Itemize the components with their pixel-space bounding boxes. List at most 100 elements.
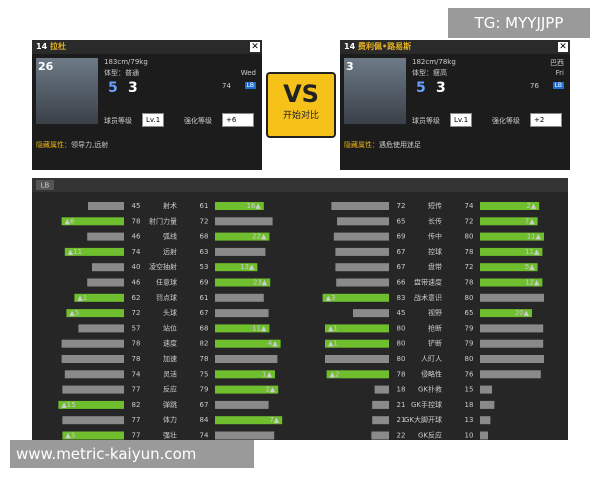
stat-name: GK扑救 xyxy=(418,385,442,394)
stat-name: 速度 xyxy=(163,339,177,348)
value-a: 66 xyxy=(397,279,406,287)
value-b: 15 xyxy=(465,386,474,394)
enhance-select[interactable]: +6 xyxy=(222,113,254,127)
skill-a: 5 xyxy=(416,80,426,96)
bar-a xyxy=(372,400,389,409)
bar-a xyxy=(87,278,124,287)
compare-button[interactable]: VS 开始对比 xyxy=(266,72,336,138)
skill-b: 3 xyxy=(436,80,446,96)
stat-name: 站位 xyxy=(163,323,177,332)
bar-a xyxy=(64,247,124,256)
lead-a: ▲11 xyxy=(68,248,82,256)
value-a: 78 xyxy=(132,217,141,225)
value-a: 78 xyxy=(132,340,141,348)
vs-label: VS xyxy=(283,80,319,108)
bar-b xyxy=(215,324,270,333)
value-b: 72 xyxy=(465,217,474,225)
stat-name: 侵略性 xyxy=(421,369,442,378)
bar-b xyxy=(480,355,544,363)
value-a: 45 xyxy=(397,309,406,317)
hidden-value: 遇危使用迷足 xyxy=(379,141,421,149)
close-button[interactable]: ✕ xyxy=(250,42,260,52)
lead-a: ▲5 xyxy=(69,309,79,317)
stat-name: 体力 xyxy=(163,415,177,424)
level-label: 球员等级 xyxy=(412,117,440,125)
bar-a xyxy=(78,324,124,333)
value-a: 80 xyxy=(397,324,406,332)
value-b: 53 xyxy=(200,263,209,271)
value-b: 82 xyxy=(200,340,209,348)
bar-a xyxy=(61,355,124,363)
skill-a: 5 xyxy=(108,80,118,96)
card-header: 14 拉杜 ✕ xyxy=(32,40,262,54)
value-b: 80 xyxy=(465,355,474,363)
tab-bar xyxy=(32,178,568,192)
bar-a xyxy=(326,370,389,379)
card-header: 14 费利佩•路易斯 ✕ xyxy=(340,40,570,54)
value-a: 83 xyxy=(397,294,406,302)
hidden-label: 隐藏属性： xyxy=(36,141,71,149)
value-a: 77 xyxy=(132,386,141,394)
stat-name: 头球 xyxy=(163,308,177,317)
close-button[interactable]: ✕ xyxy=(558,42,568,52)
bar-b xyxy=(215,247,266,256)
stat-name: 加速 xyxy=(163,354,177,363)
value-b: 61 xyxy=(200,202,209,210)
bar-a xyxy=(62,416,124,425)
player-name: 费利佩•路易斯 xyxy=(358,42,412,51)
bar-b xyxy=(215,309,269,318)
bar-b xyxy=(215,400,269,409)
stat-name: GK手控球 xyxy=(411,400,442,409)
stat-name: GK反应 xyxy=(418,431,442,440)
level-select[interactable]: Lv.1 xyxy=(142,113,165,127)
stat-name: 盘带 xyxy=(428,262,442,271)
level-select[interactable]: Lv.1 xyxy=(450,113,473,127)
enhance-select[interactable]: +2 xyxy=(530,113,562,127)
value-a: 46 xyxy=(132,233,141,241)
value-a: 72 xyxy=(132,309,141,317)
value-b: 78 xyxy=(465,248,474,256)
region: 巴西 xyxy=(550,59,564,67)
bar-a xyxy=(87,232,124,241)
value-b: 72 xyxy=(465,263,474,271)
value-b: 69 xyxy=(200,279,209,287)
bar-b xyxy=(215,263,258,272)
value-b: 84 xyxy=(200,416,209,424)
value-b: 68 xyxy=(200,233,209,241)
rating: 3 xyxy=(346,60,354,73)
value-b: 67 xyxy=(200,309,209,317)
stat-name: 灵活 xyxy=(163,369,177,378)
tab[interactable] xyxy=(36,180,54,190)
value-a: 57 xyxy=(132,324,141,332)
value-a: 67 xyxy=(397,263,406,271)
enhance-label: 强化等级 xyxy=(184,117,212,125)
bar-b xyxy=(480,339,544,348)
stat-name: 任意球 xyxy=(156,278,177,287)
watermark: TG: MYYJJPP xyxy=(448,8,590,38)
stat-name: 人盯人 xyxy=(421,355,442,363)
rating: 26 xyxy=(38,60,54,73)
overall: 74 xyxy=(222,82,231,90)
value-a: 18 xyxy=(397,386,406,394)
bar-b xyxy=(480,370,541,379)
bar-b xyxy=(215,339,281,348)
lead-a: ▲3 xyxy=(65,432,75,440)
lead-b: 23▲ xyxy=(253,279,268,287)
stat-name: 反应 xyxy=(163,385,177,394)
lead-b: 12▲ xyxy=(525,279,540,287)
lead-a: ▲2 xyxy=(330,370,340,378)
bar-a xyxy=(325,339,389,348)
foot: Wed xyxy=(240,69,256,77)
value-b: 61 xyxy=(200,294,209,302)
value-b: 79 xyxy=(465,324,474,332)
hidden-attrs: 隐藏属性：领导力,远射 xyxy=(36,140,108,150)
value-b: 18 xyxy=(465,401,474,409)
value-b: 79 xyxy=(200,386,209,394)
bar-a xyxy=(61,217,124,226)
value-a: 62 xyxy=(132,294,141,302)
value-a: 82 xyxy=(132,401,141,409)
height-weight: 182cm/78kg xyxy=(412,58,456,66)
value-b: 79 xyxy=(465,340,474,348)
foot: Fri xyxy=(555,69,564,77)
